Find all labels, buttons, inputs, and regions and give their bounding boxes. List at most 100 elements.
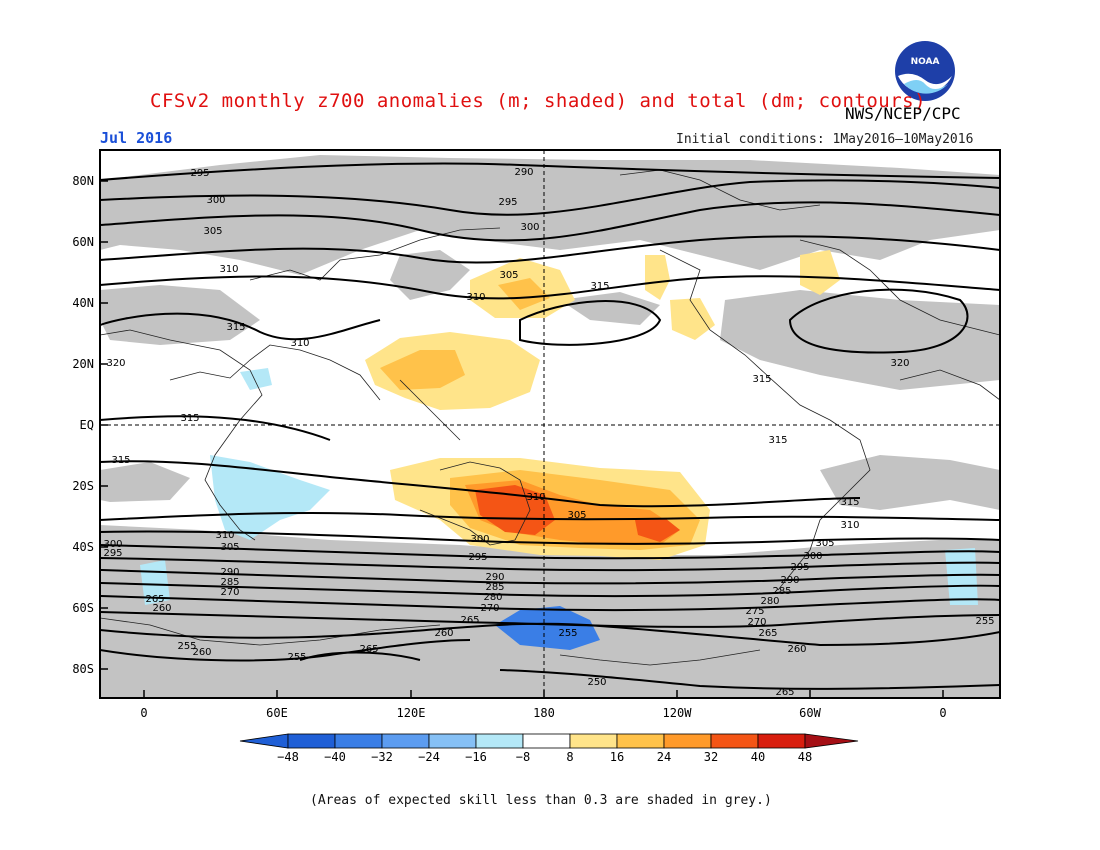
lon-label: 120E bbox=[396, 706, 426, 720]
contour-label: 310 bbox=[466, 292, 485, 303]
colorbar-box bbox=[381, 733, 430, 749]
contour-label: 285 bbox=[772, 586, 791, 597]
lon-label: 60W bbox=[799, 706, 821, 720]
contour-label: 295 bbox=[103, 548, 122, 559]
contour-label: 255 bbox=[287, 652, 306, 663]
chart-title: CFSv2 monthly z700 anomalies (m; shaded)… bbox=[150, 90, 927, 112]
contour-label: 315 bbox=[752, 374, 771, 385]
contour-label: 260 bbox=[152, 603, 171, 614]
contour-label: 315 bbox=[768, 435, 787, 446]
contour-label: 315 bbox=[180, 413, 199, 424]
contour-label: 260 bbox=[192, 647, 211, 658]
contour-label: 280 bbox=[760, 596, 779, 607]
contour-label: 320 bbox=[890, 358, 909, 369]
colorbar-tick: −40 bbox=[324, 750, 346, 764]
colorbar-box bbox=[287, 733, 336, 749]
contour-label: 255 bbox=[177, 641, 196, 652]
colorbar-box bbox=[569, 733, 618, 749]
contour-label: 305 bbox=[567, 510, 586, 521]
contour-label: 305 bbox=[499, 270, 518, 281]
colorbar-box bbox=[710, 733, 759, 749]
contour-label: 265 bbox=[775, 687, 794, 698]
contour-label: 285 bbox=[485, 582, 504, 593]
contour-label: 250 bbox=[587, 677, 606, 688]
lon-label: 60E bbox=[266, 706, 288, 720]
contour-label: 300 bbox=[103, 539, 122, 550]
height-contours bbox=[100, 162, 1000, 690]
colorbar-box bbox=[475, 733, 524, 749]
axis-ticks bbox=[100, 180, 944, 698]
colorbar-box bbox=[757, 733, 806, 749]
contour-label: 275 bbox=[745, 606, 764, 617]
contour-label: 260 bbox=[434, 628, 453, 639]
colorbar-tick: 24 bbox=[656, 750, 672, 764]
contour-label: 265 bbox=[758, 628, 777, 639]
contour-label: 290 bbox=[220, 567, 239, 578]
lat-label: 60N bbox=[72, 235, 94, 249]
contour-label: 295 bbox=[790, 562, 809, 573]
contour-label: 310 bbox=[215, 530, 234, 541]
contour-label: 310 bbox=[840, 520, 859, 531]
contour-label: 300 bbox=[206, 195, 225, 206]
lat-label: 80S bbox=[72, 662, 94, 676]
colorbar-box bbox=[428, 733, 477, 749]
contour-label: 310 bbox=[526, 492, 545, 503]
footnote: (Areas of expected skill less than 0.3 a… bbox=[310, 793, 772, 808]
lon-label: 120W bbox=[662, 706, 692, 720]
lon-label: 0 bbox=[140, 706, 148, 720]
contour-label: 265 bbox=[359, 644, 378, 655]
contour-label: 320 bbox=[106, 358, 125, 369]
colorbar-tick: 40 bbox=[750, 750, 766, 764]
lat-label: 80N bbox=[72, 174, 94, 188]
contour-label: 295 bbox=[468, 552, 487, 563]
lat-label: 40S bbox=[72, 540, 94, 554]
noaa-logo: NOAA bbox=[895, 41, 955, 101]
colorbar-left-arrow bbox=[239, 733, 289, 749]
lat-label: 20S bbox=[72, 479, 94, 493]
initial-conditions: Initial conditions: 1May2016–10May2016 bbox=[676, 132, 974, 147]
colorbar-box bbox=[522, 733, 571, 749]
colorbar-box bbox=[663, 733, 712, 749]
colorbar-tick: 48 bbox=[797, 750, 813, 764]
contour-label: 265 bbox=[460, 615, 479, 626]
contour-label: 290 bbox=[514, 167, 533, 178]
colorbar-tick: −24 bbox=[418, 750, 440, 764]
contour-label: 270 bbox=[220, 587, 239, 598]
lat-label: EQ bbox=[79, 418, 94, 432]
contour-label: 265 bbox=[145, 594, 164, 605]
contour-label: 260 bbox=[787, 644, 806, 655]
colorbar-box bbox=[616, 733, 665, 749]
lat-label: 20N bbox=[72, 357, 94, 371]
forecast-month: Jul 2016 bbox=[100, 129, 173, 147]
colorbar-tick: 8 bbox=[566, 750, 574, 764]
contour-label: 295 bbox=[498, 197, 517, 208]
contour-label: 300 bbox=[520, 222, 539, 233]
colorbar-tick: 32 bbox=[703, 750, 719, 764]
colorbar-box bbox=[334, 733, 383, 749]
positive-anomalies bbox=[365, 250, 840, 560]
contour-label: 255 bbox=[558, 628, 577, 639]
colorbar-tick: −32 bbox=[371, 750, 393, 764]
contour-label: 305 bbox=[203, 226, 222, 237]
colorbar-right-arrow bbox=[804, 733, 859, 749]
contour-label: 280 bbox=[483, 592, 502, 603]
noaa-logo-text: NOAA bbox=[911, 57, 940, 67]
coastlines bbox=[100, 169, 1000, 666]
colorbar-tick: −48 bbox=[277, 750, 299, 764]
colorbar-tick: −16 bbox=[465, 750, 487, 764]
contour-label: 270 bbox=[480, 603, 499, 614]
contour-label: 305 bbox=[815, 538, 834, 549]
contour-label: 290 bbox=[780, 575, 799, 586]
contour-label: 305 bbox=[220, 542, 239, 553]
contour-label: 285 bbox=[220, 577, 239, 588]
contour-label: 300 bbox=[470, 534, 489, 545]
lat-label: 60S bbox=[72, 601, 94, 615]
contour-label: 255 bbox=[975, 616, 994, 627]
contour-label: 315 bbox=[226, 322, 245, 333]
contour-label: 315 bbox=[840, 497, 859, 508]
colorbar-tick: −8 bbox=[515, 750, 531, 764]
contour-label: 310 bbox=[290, 338, 309, 349]
lon-label: 180 bbox=[533, 706, 555, 720]
